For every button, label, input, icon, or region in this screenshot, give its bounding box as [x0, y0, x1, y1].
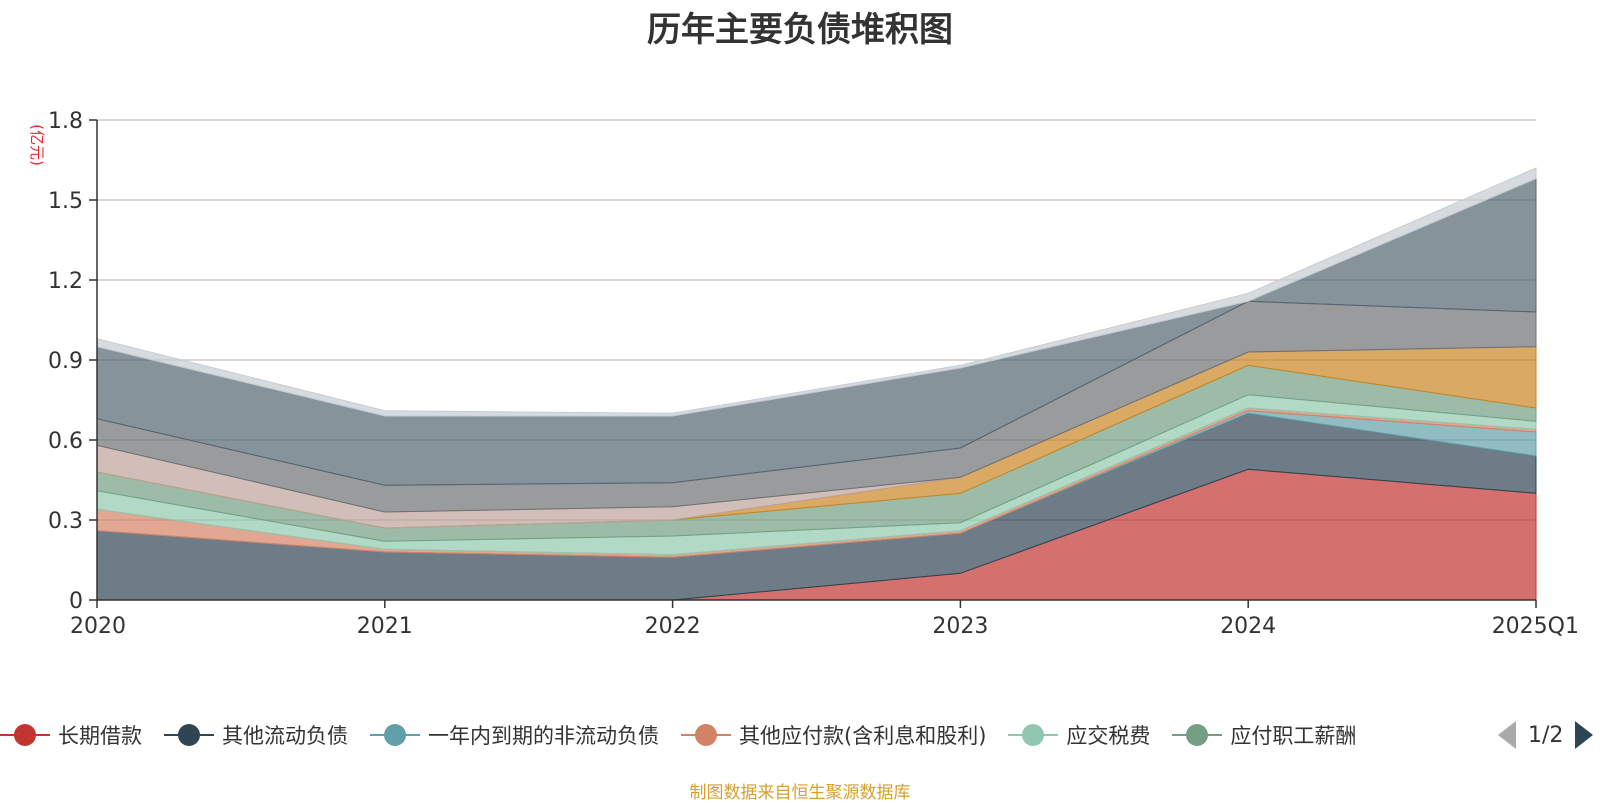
legend-label: 其他流动负债	[222, 724, 348, 748]
legend-item[interactable]: 其他流动负债	[164, 718, 348, 752]
x-tick-label: 2025Q1	[1492, 614, 1579, 639]
legend-marker-icon	[164, 718, 214, 752]
y-tick-label: 0.6	[48, 429, 83, 454]
y-tick-label: 0.3	[48, 509, 83, 534]
x-tick-label: 2024	[1220, 614, 1276, 639]
x-tick-label: 2023	[932, 614, 988, 639]
legend-item[interactable]: 应交税费	[1008, 718, 1150, 752]
legend-item[interactable]: 应付职工薪酬	[1172, 718, 1356, 752]
legend-item[interactable]: 长期借款	[0, 718, 142, 752]
legend-page-indicator: 1/2	[1528, 722, 1564, 748]
legend-marker-icon	[0, 718, 50, 752]
x-tick-label: 2020	[70, 614, 126, 639]
y-axis-unit-label: (亿元)	[28, 124, 46, 166]
x-tick-label: 2022	[645, 614, 701, 639]
legend-prev-page-icon[interactable]	[1498, 721, 1516, 749]
y-tick-label: 1.5	[48, 189, 83, 214]
area-series-10[interactable]	[96, 167, 1537, 417]
legend-label: 应交税费	[1066, 724, 1151, 748]
legend-marker-icon	[1172, 718, 1223, 752]
y-tick-label: 0	[69, 589, 83, 614]
legend-pager: 1/2	[1498, 718, 1594, 752]
legend-item[interactable]: 其他应付款(含利息和股利)	[681, 718, 986, 752]
legend-label: 一年内到期的非流动负债	[428, 724, 659, 748]
chart-legend: 长期借款 其他流动负债 一年内到期的非流动负债 其他应付款(含利息和股利) 应交税费 应付…	[0, 718, 1476, 752]
source-note: 制图数据来自恒生聚源数据库	[689, 783, 911, 803]
legend-marker-icon	[681, 718, 731, 752]
legend-next-page-icon[interactable]	[1575, 721, 1594, 749]
legend-marker-icon	[370, 718, 420, 752]
legend-label: 其他应付款(含利息和股利)	[739, 724, 987, 748]
legend-label: 应付职工薪酬	[1230, 724, 1357, 748]
y-tick-label: 0.9	[48, 349, 83, 374]
legend-label: 长期借款	[58, 724, 142, 748]
legend-item[interactable]: 一年内到期的非流动负债	[370, 718, 659, 752]
x-tick-label: 2021	[357, 614, 413, 639]
chart-title: 历年主要负债堆积图	[647, 10, 953, 50]
legend-marker-icon	[1008, 718, 1059, 752]
y-tick-label: 1.8	[48, 109, 83, 134]
y-tick-label: 1.2	[48, 269, 83, 294]
axes: 0 0.3 0.6 0.9 1.2 1.5 1.8 2020 2021 2022 2023 2024 2…	[48, 109, 1579, 639]
area-series	[96, 167, 1537, 601]
